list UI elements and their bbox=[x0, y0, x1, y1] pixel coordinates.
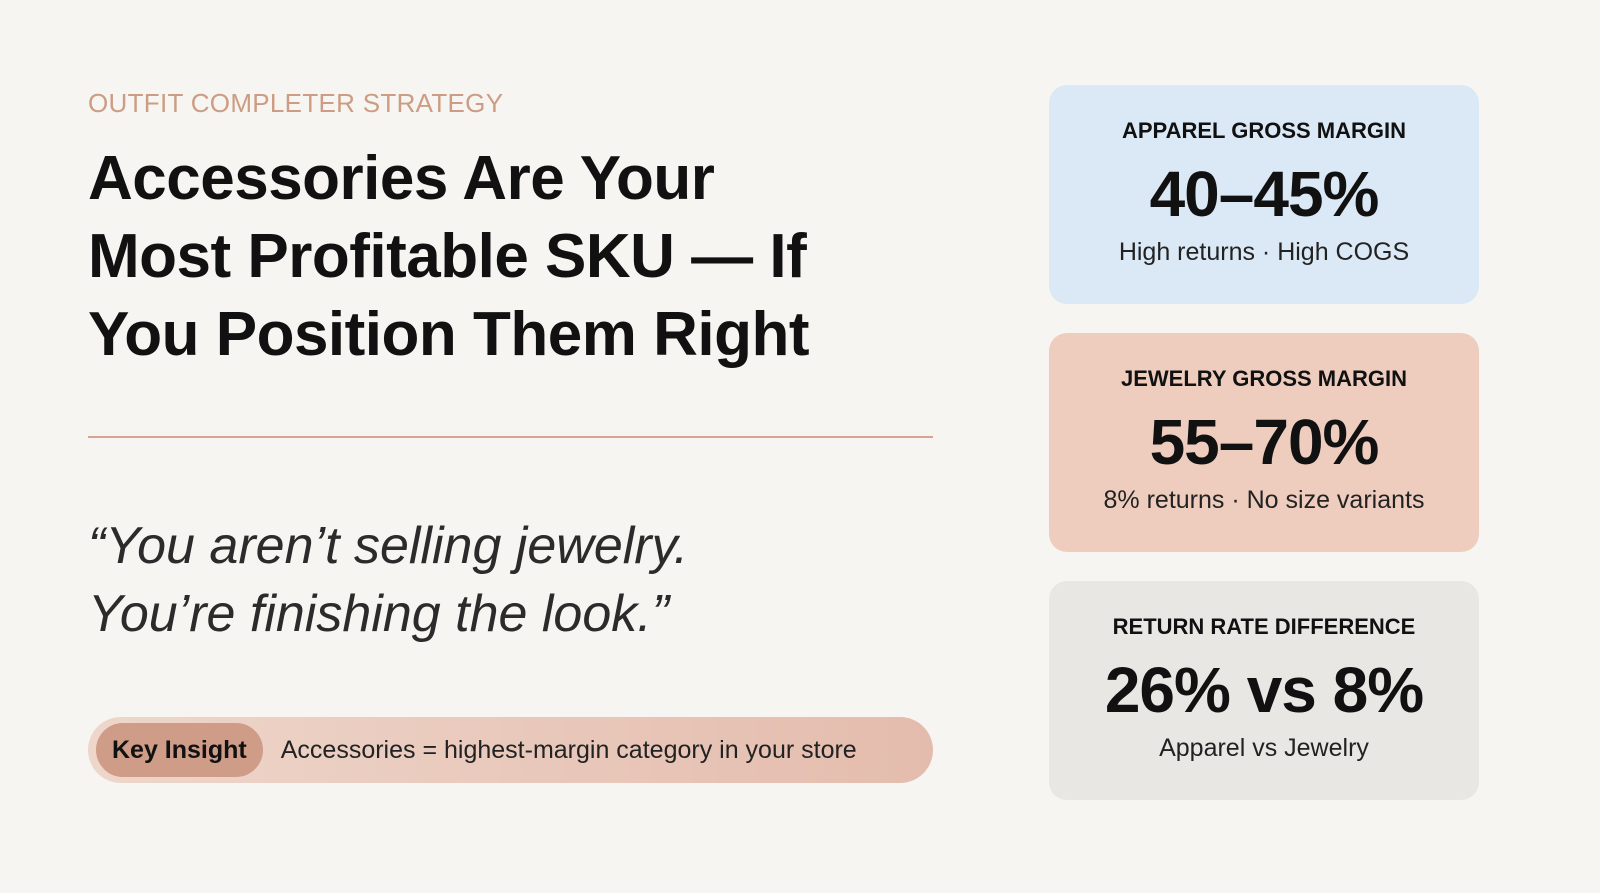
quote-line: You’re finishing the look.” bbox=[88, 585, 670, 643]
stat-label: RETURN RATE DIFFERENCE bbox=[1112, 614, 1416, 639]
quote-line: “You aren’t selling jewelry. bbox=[88, 517, 689, 575]
title: Accessories Are Your Most Profitable SKU… bbox=[88, 140, 809, 374]
eyebrow: OUTFIT COMPLETER STRATEGY bbox=[88, 88, 504, 118]
stat-note: Apparel vs Jewelry bbox=[1159, 734, 1369, 762]
title-line: You Position Them Right bbox=[88, 300, 809, 369]
divider bbox=[88, 436, 933, 438]
stat-value: 26% vs 8% bbox=[1104, 654, 1424, 726]
stat-label: JEWELRY GROSS MARGIN bbox=[1120, 366, 1408, 391]
stat-note: High returns · High COGS bbox=[1118, 238, 1410, 266]
stat-note: 8% returns · No size variants bbox=[1103, 486, 1425, 514]
stat-label: APPAREL GROSS MARGIN bbox=[1122, 118, 1406, 143]
stat-card: APPAREL GROSS MARGIN 40–45% High returns… bbox=[1049, 85, 1479, 304]
insight-pill: Key Insight Accessories = highest-margin… bbox=[88, 717, 933, 783]
insight-label: Key Insight bbox=[96, 723, 263, 777]
stat-value: 40–45% bbox=[1149, 158, 1380, 230]
stat-value: 55–70% bbox=[1149, 406, 1380, 478]
stat-card: JEWELRY GROSS MARGIN 55–70% 8% returns ·… bbox=[1049, 333, 1479, 552]
stat-card: RETURN RATE DIFFERENCE 26% vs 8% Apparel… bbox=[1049, 581, 1479, 800]
quote: “You aren’t selling jewelry. You’re fini… bbox=[88, 512, 688, 648]
title-line: Accessories Are Your bbox=[88, 144, 715, 213]
insight-text: Accessories = highest-margin category in… bbox=[280, 735, 857, 764]
title-line: Most Profitable SKU — If bbox=[88, 222, 807, 291]
